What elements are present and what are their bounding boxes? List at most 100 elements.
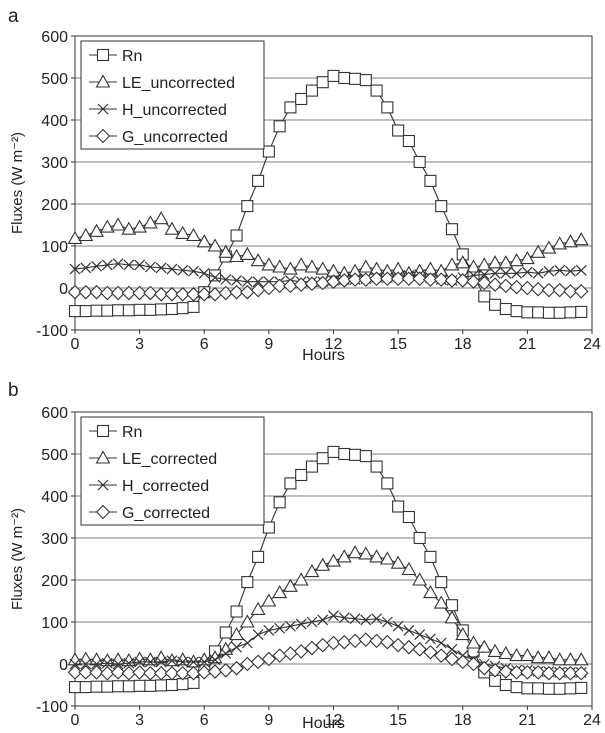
data-point — [155, 262, 167, 274]
data-point — [153, 211, 169, 225]
data-point — [252, 174, 265, 187]
data-point — [392, 500, 405, 513]
data-point — [230, 605, 243, 618]
data-point — [358, 259, 374, 273]
data-point — [101, 259, 113, 271]
data-point — [68, 681, 82, 694]
y-tick-label: 300 — [41, 155, 68, 172]
y-tick-label: 400 — [41, 113, 68, 130]
data-point — [229, 248, 245, 263]
legend-label: H_corrected — [122, 478, 209, 495]
data-point — [241, 200, 254, 213]
data-point — [164, 287, 180, 302]
data-point — [552, 652, 568, 666]
data-point — [424, 550, 437, 563]
data-point — [263, 624, 275, 636]
data-point — [380, 634, 395, 650]
x-tick-label: 6 — [200, 712, 209, 729]
legend-marker — [95, 74, 111, 88]
data-point — [435, 576, 448, 589]
x-tick-label: 12 — [325, 712, 343, 729]
y-axis-label: Fluxes (W m⁻²) — [9, 508, 26, 610]
x-axis-label: Hours — [302, 715, 345, 732]
data-point — [573, 652, 589, 666]
data-point — [423, 272, 438, 287]
data-point — [133, 679, 146, 692]
data-point — [188, 265, 199, 277]
data-point — [371, 613, 383, 625]
data-point — [293, 257, 309, 271]
data-point — [89, 284, 104, 300]
data-point — [381, 477, 394, 490]
data-point — [304, 640, 320, 656]
data-point — [175, 225, 191, 239]
data-point — [575, 305, 588, 318]
x-tick-label: 21 — [518, 336, 536, 353]
y-axis-label: Fluxes (W m⁻²) — [9, 132, 26, 234]
data-point — [67, 284, 83, 300]
data-point — [317, 614, 329, 626]
data-point — [143, 285, 158, 301]
data-point — [435, 637, 447, 649]
data-point — [134, 259, 146, 271]
data-point — [304, 563, 320, 578]
data-point — [359, 450, 372, 463]
data-point — [401, 561, 417, 576]
data-point — [499, 678, 512, 692]
data-point — [498, 255, 514, 269]
data-point — [541, 650, 557, 664]
data-point — [166, 263, 178, 275]
data-point — [315, 275, 331, 291]
panel-letter: b — [8, 380, 19, 401]
data-point — [91, 658, 102, 670]
data-point — [381, 101, 394, 114]
data-point — [110, 285, 126, 301]
data-point — [196, 234, 212, 248]
data-point — [261, 257, 277, 271]
data-point — [272, 648, 287, 663]
data-point — [336, 273, 352, 288]
data-point — [90, 680, 103, 693]
data-point — [563, 234, 578, 248]
data-point — [476, 639, 492, 653]
data-point — [155, 679, 168, 692]
data-point — [403, 624, 415, 636]
x-tick-label: 3 — [135, 712, 144, 729]
y-tick-label: 0 — [59, 281, 68, 298]
data-point — [261, 280, 277, 296]
series-g-uncorrected — [67, 271, 589, 302]
data-point — [487, 663, 503, 678]
data-point — [487, 643, 503, 657]
data-point — [218, 244, 234, 258]
data-point — [219, 626, 232, 639]
data-point — [272, 278, 287, 294]
data-point — [112, 258, 124, 270]
data-point — [326, 635, 341, 651]
data-point — [510, 305, 523, 318]
data-point — [272, 584, 288, 599]
data-point — [218, 285, 234, 301]
data-point — [478, 290, 491, 303]
data-point — [422, 584, 438, 599]
x-tick-label: 0 — [71, 336, 80, 353]
data-point — [369, 549, 385, 563]
x-tick-label: 18 — [454, 712, 472, 729]
data-point — [326, 274, 341, 289]
data-point — [231, 641, 242, 653]
data-point — [198, 656, 210, 668]
data-point — [575, 264, 587, 276]
data-point — [134, 656, 146, 668]
data-point — [295, 618, 307, 630]
data-point — [133, 303, 146, 316]
data-point — [338, 71, 351, 85]
data-point — [359, 74, 372, 87]
data-point — [100, 285, 115, 301]
y-tick-label: 300 — [41, 531, 68, 548]
data-point — [455, 654, 471, 670]
data-point — [326, 553, 341, 567]
data-point — [349, 613, 361, 625]
data-point — [347, 545, 363, 559]
x-tick-label: 3 — [135, 336, 144, 353]
data-point — [241, 637, 253, 649]
data-point — [123, 657, 135, 669]
